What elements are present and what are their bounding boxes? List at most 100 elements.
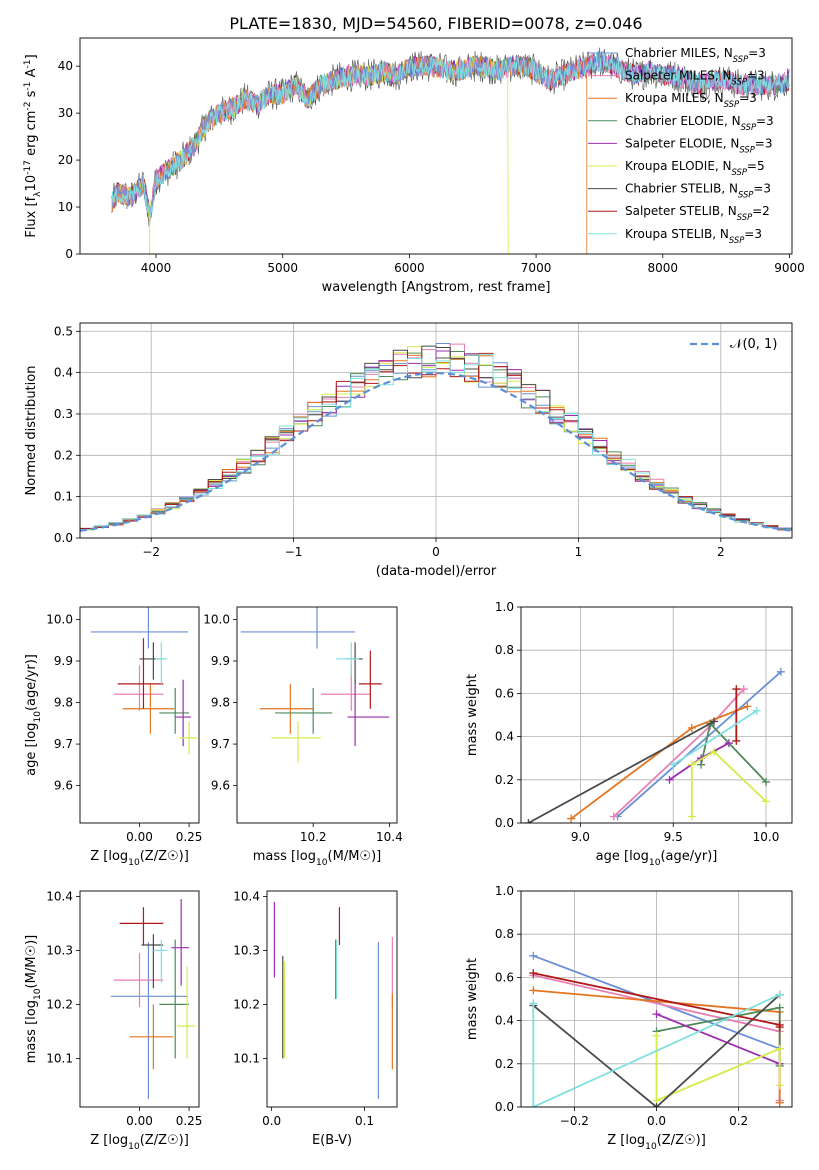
weight-marker-kroupa_stelib (669, 760, 678, 769)
x-tick-label: 7000 (521, 261, 552, 275)
weight-marker-kroupa_elodie (687, 812, 696, 821)
spectrum-series-kroupa_stelib (111, 52, 790, 219)
legend-entry: Kroupa MILES, NSSP=3 (625, 91, 757, 109)
weight-line-chabrier_stelib (532, 994, 781, 1107)
residuals-ylabel: Normed distribution (24, 366, 39, 496)
weight_vs_age-xlabel: age [log10(age/yr)] (596, 849, 718, 868)
x-tick-label: 0.2 (729, 1114, 748, 1128)
y-tick-label: 0.0 (495, 1100, 514, 1114)
y-tick-label: 0.2 (495, 1057, 514, 1071)
age_vs_mass-axes: 10.2 10.4 9.6 9.7 9.8 9.9 10.0 (203, 612, 402, 844)
y-tick-label: 9.9 (54, 654, 73, 668)
weight-line-chabrier_miles (616, 671, 782, 818)
x-tick-label: 0.00 (126, 1114, 153, 1128)
residual-histograms (80, 343, 792, 532)
y-tick-label: 9.6 (54, 779, 73, 793)
mass_vs_ebv-xlabel: E(B-V) (312, 1133, 352, 1148)
weight_vs_Z-axes: −0.2 0.0 0.2 0.0 0.2 0.4 0.6 0.8 1.0 (495, 884, 792, 1128)
x-tick-label: 10.0 (753, 830, 780, 844)
y-tick-label: 10 (58, 200, 73, 214)
x-tick-label: −0.2 (560, 1114, 589, 1128)
x-tick-label: 0.25 (176, 830, 203, 844)
weight_vs_Z-lines (529, 951, 784, 1107)
weight-marker-kroupa_stelib (529, 999, 538, 1008)
y-tick-label: 1.0 (495, 884, 514, 898)
weight-marker-kroupa_stelib (529, 1103, 538, 1107)
weight_vs_age-axes: 9.0 9.5 10.0 0.0 0.2 0.4 0.6 0.8 1.0 (495, 600, 792, 844)
age_vs_Z-xlabel: Z [log10(Z/Z☉)] (90, 849, 189, 868)
weight-marker-salpeter_stelib (732, 685, 741, 694)
weight-line-kroupa_miles (570, 705, 748, 820)
x-tick-label: 9000 (774, 261, 805, 275)
x-tick-label: 0.1 (355, 1114, 374, 1128)
spectrum-ylabel: Flux [fλ10-17 erg cm-2 s-1 A-1] (23, 54, 43, 237)
weight-line-kroupa_elodie (655, 1035, 781, 1102)
age_vs_mass-points (240, 607, 390, 763)
y-tick-label: 0.5 (54, 324, 73, 338)
weight-marker-kroupa_miles (775, 1098, 784, 1107)
y-tick-label: 0.1 (54, 490, 73, 504)
weight-marker-kroupa_elodie (775, 1044, 784, 1053)
weight-marker-chabrier_elodie (762, 777, 771, 786)
y-tick-label: 10.4 (233, 889, 260, 903)
x-tick-label: 2 (717, 545, 725, 559)
mass_vs_Z-frame (79, 890, 200, 1108)
weight-marker-kroupa_elodie (652, 1031, 661, 1040)
weight_vs_age-ylabel: mass weight (465, 674, 480, 756)
y-tick-label: 10.1 (46, 1051, 73, 1065)
weight-marker-chabrier_stelib (710, 717, 719, 726)
y-tick-label: 0.2 (54, 448, 73, 462)
y-tick-label: 0 (65, 247, 73, 261)
y-tick-label: 10.0 (46, 612, 73, 626)
x-tick-label: 10.4 (376, 830, 403, 844)
weight-marker-salpeter_elodie (652, 1010, 661, 1019)
x-tick-label: 0.0 (647, 1114, 666, 1128)
age_vs_Z-ylabel: age [log10(age/yr)] (24, 654, 43, 776)
x-tick-label: 8000 (648, 261, 679, 275)
age_vs_mass-frame (236, 606, 398, 824)
legend-entry: Salpeter MILES, NSSP=3 (625, 69, 765, 87)
mass_vs_Z-ylabel: mass [log10(M/M☉)] (24, 935, 43, 1063)
weight-marker-chabrier_elodie (775, 1003, 784, 1012)
weight-line-chabrier_stelib (527, 720, 715, 823)
y-tick-label: 9.7 (211, 737, 230, 751)
legend-entry: Chabrier ELODIE, NSSP=3 (625, 114, 774, 132)
y-tick-label: 20 (58, 153, 73, 167)
x-tick-label: −2 (142, 545, 160, 559)
x-tick-label: 0.0 (262, 1114, 281, 1128)
weight_vs_age-lines (524, 667, 785, 823)
weight_vs_Z-xlabel: Z [log10(Z/Z☉)] (607, 1133, 706, 1152)
weight-marker-salpeter_miles (739, 685, 748, 694)
weight-marker-kroupa_elodie (775, 1081, 784, 1090)
y-tick-label: 10.3 (46, 943, 73, 957)
y-tick-label: 10.0 (203, 612, 230, 626)
weight-marker-salpeter_stelib (775, 1023, 784, 1032)
spectrum-legend: Chabrier MILES, NSSP=3 Salpeter MILES, NS… (588, 46, 774, 245)
x-tick-label: 5000 (267, 261, 298, 275)
figure-title: PLATE=1830, MJD=54560, FIBERID=0078, z=0… (229, 14, 642, 33)
age_vs_Z-axes: 0.00 0.25 9.6 9.7 9.8 9.9 10.0 (46, 612, 202, 844)
age_vs_Z-points (90, 607, 198, 755)
y-tick-label: 0.4 (495, 730, 514, 744)
y-tick-label: 10.2 (233, 997, 260, 1011)
spectrum-lines (111, 47, 790, 254)
weight-marker-chabrier_stelib (652, 1103, 661, 1107)
x-tick-label: 1 (575, 545, 583, 559)
weight-marker-kroupa_miles (529, 986, 538, 995)
x-tick-label: 6000 (394, 261, 425, 275)
legend-entry: Kroupa STELIB, NSSP=3 (625, 227, 762, 245)
x-tick-label: 0.25 (176, 1114, 203, 1128)
mass_vs_Z-points (110, 899, 196, 1099)
mass_vs_ebv-axes: 0.0 0.1 10.1 10.2 10.3 10.4 (233, 889, 374, 1128)
weight-marker-kroupa_stelib (752, 706, 761, 715)
x-tick-label: 0.00 (126, 830, 153, 844)
mass_vs_ebv-frame (266, 890, 398, 1108)
x-tick-label: 9.5 (664, 830, 683, 844)
residuals-xlabel: (data-model)/error (376, 564, 497, 579)
legend-entry: Salpeter STELIB, NSSP=2 (625, 204, 770, 222)
normal-curve (80, 371, 792, 532)
weight-marker-kroupa_elodie (687, 760, 696, 769)
y-tick-label: 9.8 (211, 696, 230, 710)
weight_vs_Z-ylabel: mass weight (465, 958, 480, 1040)
